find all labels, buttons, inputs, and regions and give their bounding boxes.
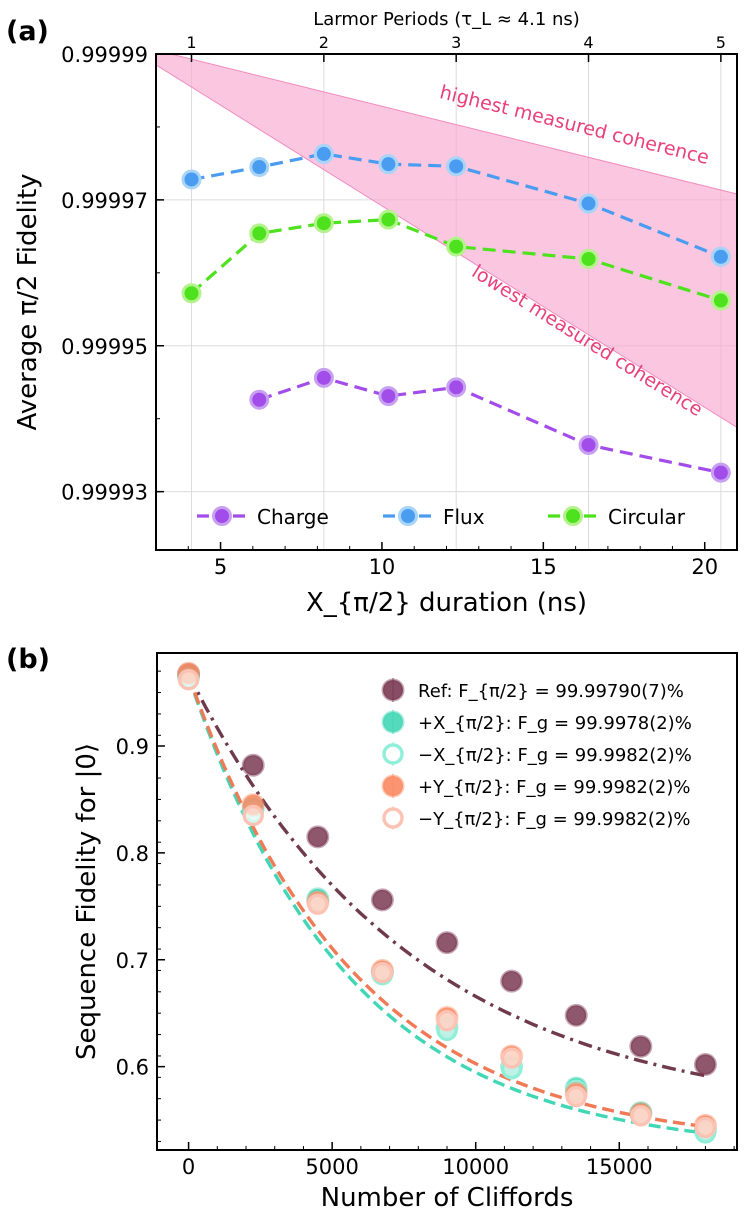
- legend-label-b-3: +Y_{π/2}: F_g = 99.9982(2)%: [418, 777, 690, 798]
- data-point-flux: [578, 193, 599, 214]
- data-point-b-0: [435, 931, 459, 955]
- x-axis-label-b: Number of Cliffords: [321, 1183, 574, 1213]
- x-tick-label: 20: [691, 555, 718, 579]
- x-tick-label-b: 5000: [305, 1155, 358, 1179]
- series-b-1: [177, 665, 717, 1143]
- top-tick-label: 1: [186, 33, 196, 52]
- x-tick-label-b: 15000: [586, 1155, 653, 1179]
- y-tick-label: 0.99995: [61, 335, 148, 359]
- data-point-b-4: [565, 1085, 587, 1108]
- data-point-b-4: [436, 1009, 458, 1032]
- panel-label-b: (b): [6, 644, 50, 675]
- legend-label-b-1: +X_{π/2}: F_g = 99.9978(2)%: [418, 713, 692, 734]
- legend-marker-b-3: [381, 774, 405, 798]
- fit-curve-1: [186, 675, 706, 1135]
- legend-marker-b-0: [381, 678, 405, 702]
- fit-curve-2: [187, 674, 706, 1129]
- series-b-4: [177, 669, 717, 1139]
- data-point-flux: [378, 154, 399, 175]
- panel-label-a: (a): [6, 16, 49, 47]
- x-tick-label: 10: [369, 555, 396, 579]
- legend-label-circular: Circular: [608, 505, 686, 529]
- data-point-b-0: [693, 1052, 717, 1076]
- top-axis-label-a: Larmor Periods (τ_L ≈ 4.1 ns): [313, 9, 580, 30]
- data-point-b-4: [630, 1105, 652, 1127]
- y-tick-label: 0.99997: [61, 189, 148, 213]
- data-point-b-0: [370, 888, 394, 912]
- data-point-b-4: [500, 1047, 523, 1069]
- fit-curve-0: [187, 673, 706, 1078]
- data-point-circular: [710, 290, 731, 311]
- data-point-circular: [181, 283, 202, 304]
- y-tick-label: 0.99993: [61, 481, 148, 505]
- data-point-circular: [378, 209, 399, 230]
- y-tick-label-b: 0.6: [116, 1056, 149, 1080]
- data-point-charge: [378, 386, 399, 407]
- data-point-b-4: [242, 804, 264, 827]
- top-tick-label: 4: [583, 33, 593, 52]
- x-tick-label-b: 10000: [442, 1155, 509, 1179]
- legend-label-charge: Charge: [257, 505, 329, 529]
- panel-b: (b) Ref: F_{π/2} = 99.99790(7)% +X_{π/2}: …: [6, 644, 738, 1213]
- data-point-circular: [313, 213, 334, 234]
- legend-marker-b-2: [382, 743, 404, 765]
- y-axis-label-b: Sequence Fidelity for |0⟩: [72, 743, 102, 1060]
- data-point-circular: [578, 248, 599, 269]
- data-point-charge: [313, 367, 334, 388]
- legend-label-flux: Flux: [443, 505, 485, 529]
- data-point-flux: [181, 169, 202, 190]
- y-tick-label-b: 0.7: [116, 949, 149, 973]
- y-tick-label-b: 0.9: [116, 735, 149, 759]
- legend-marker-circular: [563, 506, 583, 526]
- data-point-charge: [249, 389, 270, 410]
- data-point-b-0: [306, 825, 330, 849]
- legend-marker-charge: [212, 506, 232, 526]
- series-flux: [181, 143, 731, 267]
- data-point-b-4: [371, 961, 394, 984]
- legend-label-b-4: −Y_{π/2}: F_g = 99.9982(2)%: [418, 809, 690, 830]
- data-point-flux: [446, 156, 467, 177]
- data-point-charge: [710, 462, 731, 483]
- x-axis-label-a: X_{π/2} duration (ns): [306, 588, 587, 618]
- data-point-flux: [313, 143, 334, 164]
- data-point-b-4: [177, 669, 200, 691]
- coherence-band: [156, 54, 737, 429]
- data-point-b-0: [564, 1003, 588, 1027]
- legend-label-b-2: −X_{π/2}: F_g = 99.9982(2)%: [418, 745, 692, 766]
- data-point-flux: [249, 157, 270, 178]
- y-axis-label-a: Average π/2 Fidelity: [13, 173, 43, 430]
- x-tick-label: 5: [214, 555, 227, 579]
- series-b-2: [177, 667, 717, 1144]
- data-point-b-0: [500, 969, 524, 993]
- series-b-3: [177, 661, 717, 1137]
- legend-marker-flux: [398, 506, 418, 526]
- legend-label-b-0: Ref: F_{π/2} = 99.99790(7)%: [418, 681, 684, 702]
- data-point-circular: [249, 223, 270, 244]
- top-tick-label: 2: [319, 33, 329, 52]
- series-circular: [181, 209, 731, 311]
- x-tick-label: 15: [530, 555, 557, 579]
- top-tick-label: 3: [451, 33, 461, 52]
- legend-marker-b-4: [382, 807, 404, 829]
- data-point-b-4: [307, 893, 329, 915]
- legend-marker-b-1: [381, 710, 405, 734]
- top-tick-label: 5: [716, 33, 726, 52]
- data-point-circular: [446, 236, 467, 257]
- data-point-b-4: [694, 1116, 717, 1139]
- series-charge: [249, 367, 731, 483]
- y-tick-label-b: 0.8: [116, 842, 149, 866]
- x-tick-label-b: 0: [182, 1155, 195, 1179]
- data-point-b-0: [241, 753, 265, 777]
- data-point-flux: [710, 246, 731, 267]
- data-point-charge: [446, 377, 467, 398]
- data-point-charge: [578, 434, 599, 455]
- data-point-b-0: [629, 1034, 653, 1058]
- series-line-charge: [258, 376, 722, 475]
- y-tick-label: 0.99999: [61, 43, 148, 67]
